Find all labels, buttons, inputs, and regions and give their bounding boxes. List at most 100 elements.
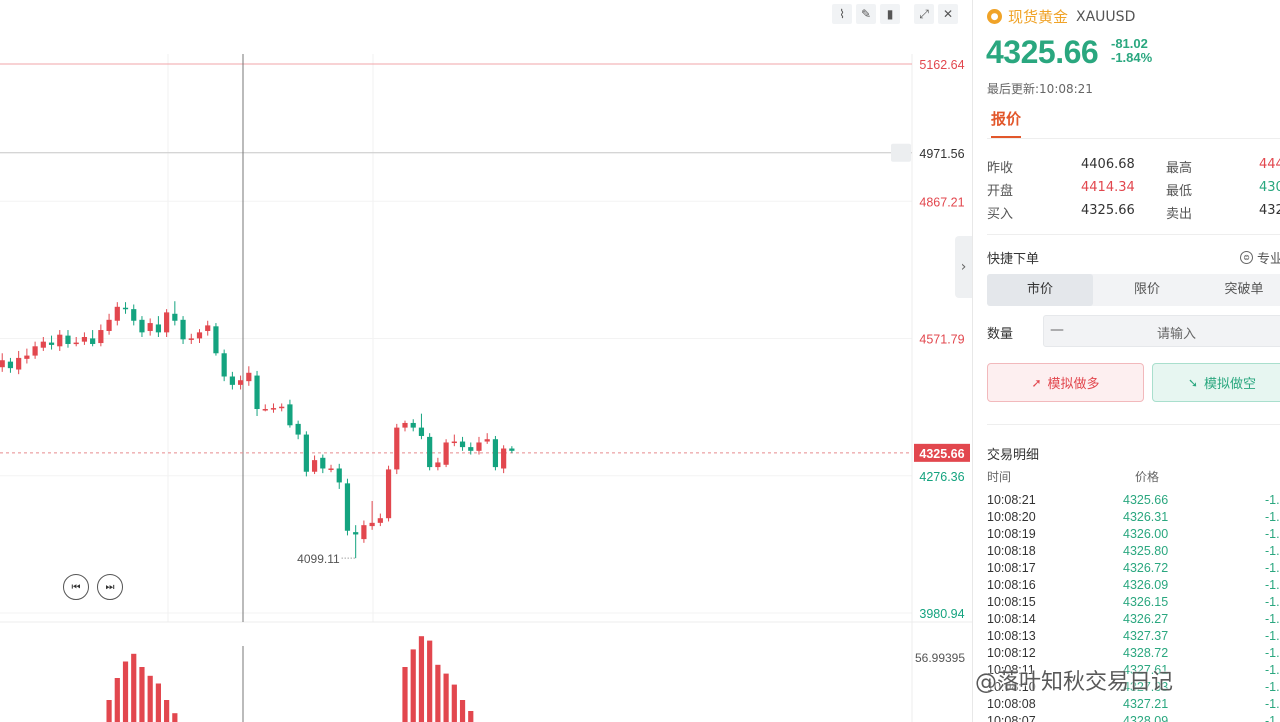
candle-body (24, 355, 30, 359)
candle-body (320, 457, 326, 469)
trade-row: 10:08:21 4325.66 -1. (987, 493, 1280, 510)
candle-style-icon[interactable]: ▮ (880, 4, 900, 24)
candle-body (476, 442, 482, 451)
volume-bar (131, 653, 137, 722)
close-icon[interactable]: ✕ (938, 4, 958, 24)
collapse-panel-button[interactable]: › (955, 236, 972, 298)
candle-body (81, 337, 88, 342)
candle-body (57, 334, 63, 347)
trade-change: -1. (1265, 510, 1280, 524)
candle-body (303, 434, 309, 472)
trade-time: 10:08:07 (987, 714, 1036, 722)
arrow-up-icon: ➚ (1031, 375, 1042, 390)
candle-body (48, 342, 55, 345)
quantity-decrement-button[interactable]: — (1050, 322, 1064, 338)
tab-quote[interactable]: 报价 (991, 110, 1022, 128)
candle-body (410, 422, 416, 428)
candle-body (172, 313, 178, 321)
quantity-placeholder: 请输入 (1157, 327, 1197, 342)
trade-change: -1. (1265, 527, 1280, 541)
candle-body (106, 319, 112, 331)
trade-time: 10:08:12 (987, 646, 1036, 660)
quote-value: 4325.66 (1081, 203, 1135, 218)
tab-divider (987, 138, 1280, 139)
candle-body (205, 325, 211, 331)
trade-time: 10:08:19 (987, 527, 1036, 541)
trade-change: -1. (1265, 578, 1280, 592)
trade-change: -1. (1265, 697, 1280, 711)
candle-body (295, 423, 301, 435)
order-type-limit[interactable]: 限价 (1093, 274, 1201, 306)
order-type-stop[interactable]: 突破单 (1201, 274, 1280, 306)
volume-bar (114, 678, 120, 722)
candle-body (0, 360, 5, 368)
trade-time: 10:08:10 (987, 680, 1036, 694)
scroll-start-icon[interactable]: ⏮ (63, 574, 89, 600)
quantity-input[interactable]: — 请输入 (1043, 315, 1280, 347)
candle-body (468, 447, 474, 451)
order-type-label: 限价 (1133, 282, 1160, 297)
trade-change: -1. (1265, 646, 1280, 660)
gold-coin-icon: ● (987, 9, 1002, 24)
alert-bell-icon (891, 143, 911, 162)
candle-body (32, 346, 38, 356)
order-type-market[interactable]: 市价 (987, 274, 1093, 306)
watermark: @落叶知秋交易日记 (975, 670, 1174, 695)
candle-body (492, 439, 499, 468)
candle-body (344, 483, 351, 531)
price-axis-label: 4276.36 (919, 470, 964, 484)
trade-price: 4328.72 (1123, 646, 1169, 660)
trade-change: -1. (1265, 612, 1280, 626)
candle-body (501, 448, 507, 469)
scroll-end-icon[interactable]: ⏭ (97, 574, 123, 600)
candlestick-chart[interactable]: 5162.64 4971.56 4867.21 4571.79 4325.66 4276.… (0, 0, 972, 722)
trade-price: 4326.00 (1123, 527, 1169, 541)
quote-value: 4406.68 (1081, 157, 1135, 172)
quote-label: 买入 (987, 207, 1014, 222)
low-price-marker: 4099.11 (297, 552, 340, 566)
volume-bar (435, 664, 441, 722)
simulate-short-button[interactable]: ➘ 模拟做空 (1152, 363, 1280, 402)
active-tab-indicator (991, 136, 1021, 138)
candle-body (131, 309, 137, 321)
candle-body (361, 525, 367, 540)
trade-change: -1. (1265, 561, 1280, 575)
candle-body (459, 441, 466, 448)
trade-change: -1. (1265, 663, 1280, 677)
trade-price: 4327.21 (1123, 697, 1169, 711)
volume-bar (172, 713, 178, 722)
last-update: 最后更新:10:08:21 (987, 82, 1093, 96)
trades-title: 交易明细 (987, 448, 1040, 463)
candle-body (418, 427, 425, 436)
quote-label: 最高 (1166, 161, 1193, 176)
trade-price: 4325.66 (1123, 493, 1169, 507)
quote-value: 4414.34 (1081, 180, 1135, 195)
candle-body (7, 361, 14, 369)
chart-area[interactable]: 5162.64 4971.56 4867.21 4571.79 4325.66 4276.… (0, 0, 972, 722)
quote-label: 昨收 (987, 161, 1014, 176)
candle-body (73, 342, 79, 345)
expand-icon[interactable]: ⤢ (914, 4, 934, 24)
candle-body (311, 460, 318, 472)
candle-body (394, 427, 400, 470)
trade-time: 10:08:16 (987, 578, 1036, 592)
price-axis-label: 4971.56 (919, 147, 964, 161)
trade-price: 4327.33 (1123, 680, 1169, 694)
quote-value: 444 (1259, 157, 1280, 172)
trade-change: -1. (1265, 680, 1280, 694)
candle-body (369, 522, 375, 527)
line-chart-icon[interactable]: ⌇ (832, 4, 852, 24)
volume-bar (459, 700, 466, 722)
trade-row: 10:08:13 4327.37 -1. (987, 629, 1280, 646)
chart-toolbar: ⌇ ✎ ▮ ⤢ ✕ (832, 4, 958, 24)
trade-row: 10:08:17 4326.72 -1. (987, 561, 1280, 578)
trade-change: -1. (1265, 595, 1280, 609)
pro-mode-link[interactable]: ⊜ 专业 (1240, 248, 1280, 267)
candle-body (238, 380, 244, 385)
col-time-header: 时间 (987, 470, 1012, 484)
candle-body (221, 353, 227, 377)
simulate-long-button[interactable]: ➚ 模拟做多 (987, 363, 1144, 402)
volume-bar (418, 636, 425, 722)
order-type-label: 市价 (1026, 282, 1053, 297)
draw-pen-icon[interactable]: ✎ (856, 4, 876, 24)
